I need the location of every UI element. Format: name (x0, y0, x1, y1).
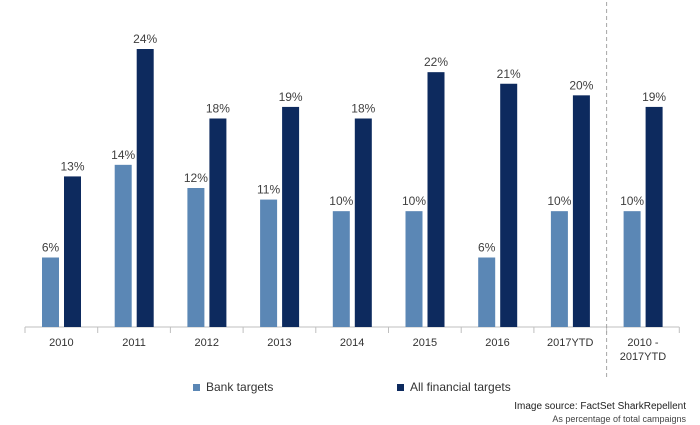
data-label: 19% (642, 90, 666, 104)
legend-item-financial: All financial targets (397, 380, 511, 394)
source-note: Image source: FactSet SharkRepellent As … (514, 401, 686, 425)
data-label: 10% (329, 194, 353, 208)
x-tick-label: 2017YTD (620, 351, 667, 363)
bar-chart: 6% 13% 2010 14% 24% 2011 12% 18% 2012 11% 19% 2013 1… (24, 2, 680, 378)
x-tick-label: 2016 (485, 337, 509, 349)
data-label: 24% (133, 32, 157, 46)
x-tick-label: 2010 - (627, 337, 659, 349)
data-label: 6% (42, 241, 60, 255)
data-label: 11% (257, 183, 280, 197)
data-label: 20% (569, 78, 593, 92)
data-label: 18% (351, 102, 375, 116)
x-tick-label: 2014 (340, 337, 364, 349)
legend-label-financial: All financial targets (410, 380, 511, 394)
bar-bank-targets (42, 257, 59, 327)
bar-bank-targets (187, 188, 205, 327)
data-label: 21% (497, 67, 521, 81)
bar-all-financial-targets (500, 83, 518, 327)
bar-bank-targets (405, 211, 423, 327)
x-tick-label: 2015 (413, 337, 437, 349)
data-label: 18% (206, 102, 230, 116)
bar-bank-targets (478, 257, 496, 327)
bar-all-financial-targets (64, 176, 81, 327)
bar-all-financial-targets (282, 106, 300, 328)
bar-bank-targets (114, 164, 132, 327)
legend-swatch-financial (397, 383, 404, 391)
legend-label-bank: Bank targets (206, 380, 274, 394)
bar-all-financial-targets (209, 118, 227, 327)
x-tick-label: 2017YTD (547, 337, 594, 349)
bar-all-financial-targets (572, 95, 590, 327)
data-label: 19% (279, 90, 303, 104)
bar-all-financial-targets (645, 106, 663, 328)
caption-line: As percentage of total campaigns (552, 414, 686, 424)
x-tick-label: 2013 (267, 337, 291, 349)
data-label: 10% (402, 194, 426, 208)
data-label: 12% (184, 171, 208, 185)
x-tick-label: 2011 (122, 337, 146, 349)
bar-bank-targets (550, 211, 568, 327)
bar-bank-targets (260, 199, 278, 327)
bar-all-financial-targets (136, 49, 154, 327)
bar-all-financial-targets (354, 118, 372, 327)
bar-all-financial-targets (427, 72, 445, 328)
source-line: Image source: FactSet SharkRepellent (514, 401, 686, 412)
data-label: 22% (424, 55, 448, 69)
x-tick-label: 2010 (49, 337, 73, 349)
x-tick-label: 2012 (195, 337, 219, 349)
legend-swatch-bank (193, 383, 200, 391)
legend: Bank targets All financial targets (0, 380, 700, 400)
data-label: 10% (620, 194, 644, 208)
bar-bank-targets (623, 211, 641, 327)
data-label: 13% (60, 159, 84, 173)
data-label: 6% (478, 241, 496, 255)
data-label: 10% (547, 194, 571, 208)
data-label: 14% (111, 148, 135, 162)
legend-item-bank: Bank targets (193, 380, 273, 394)
bar-bank-targets (332, 211, 350, 327)
